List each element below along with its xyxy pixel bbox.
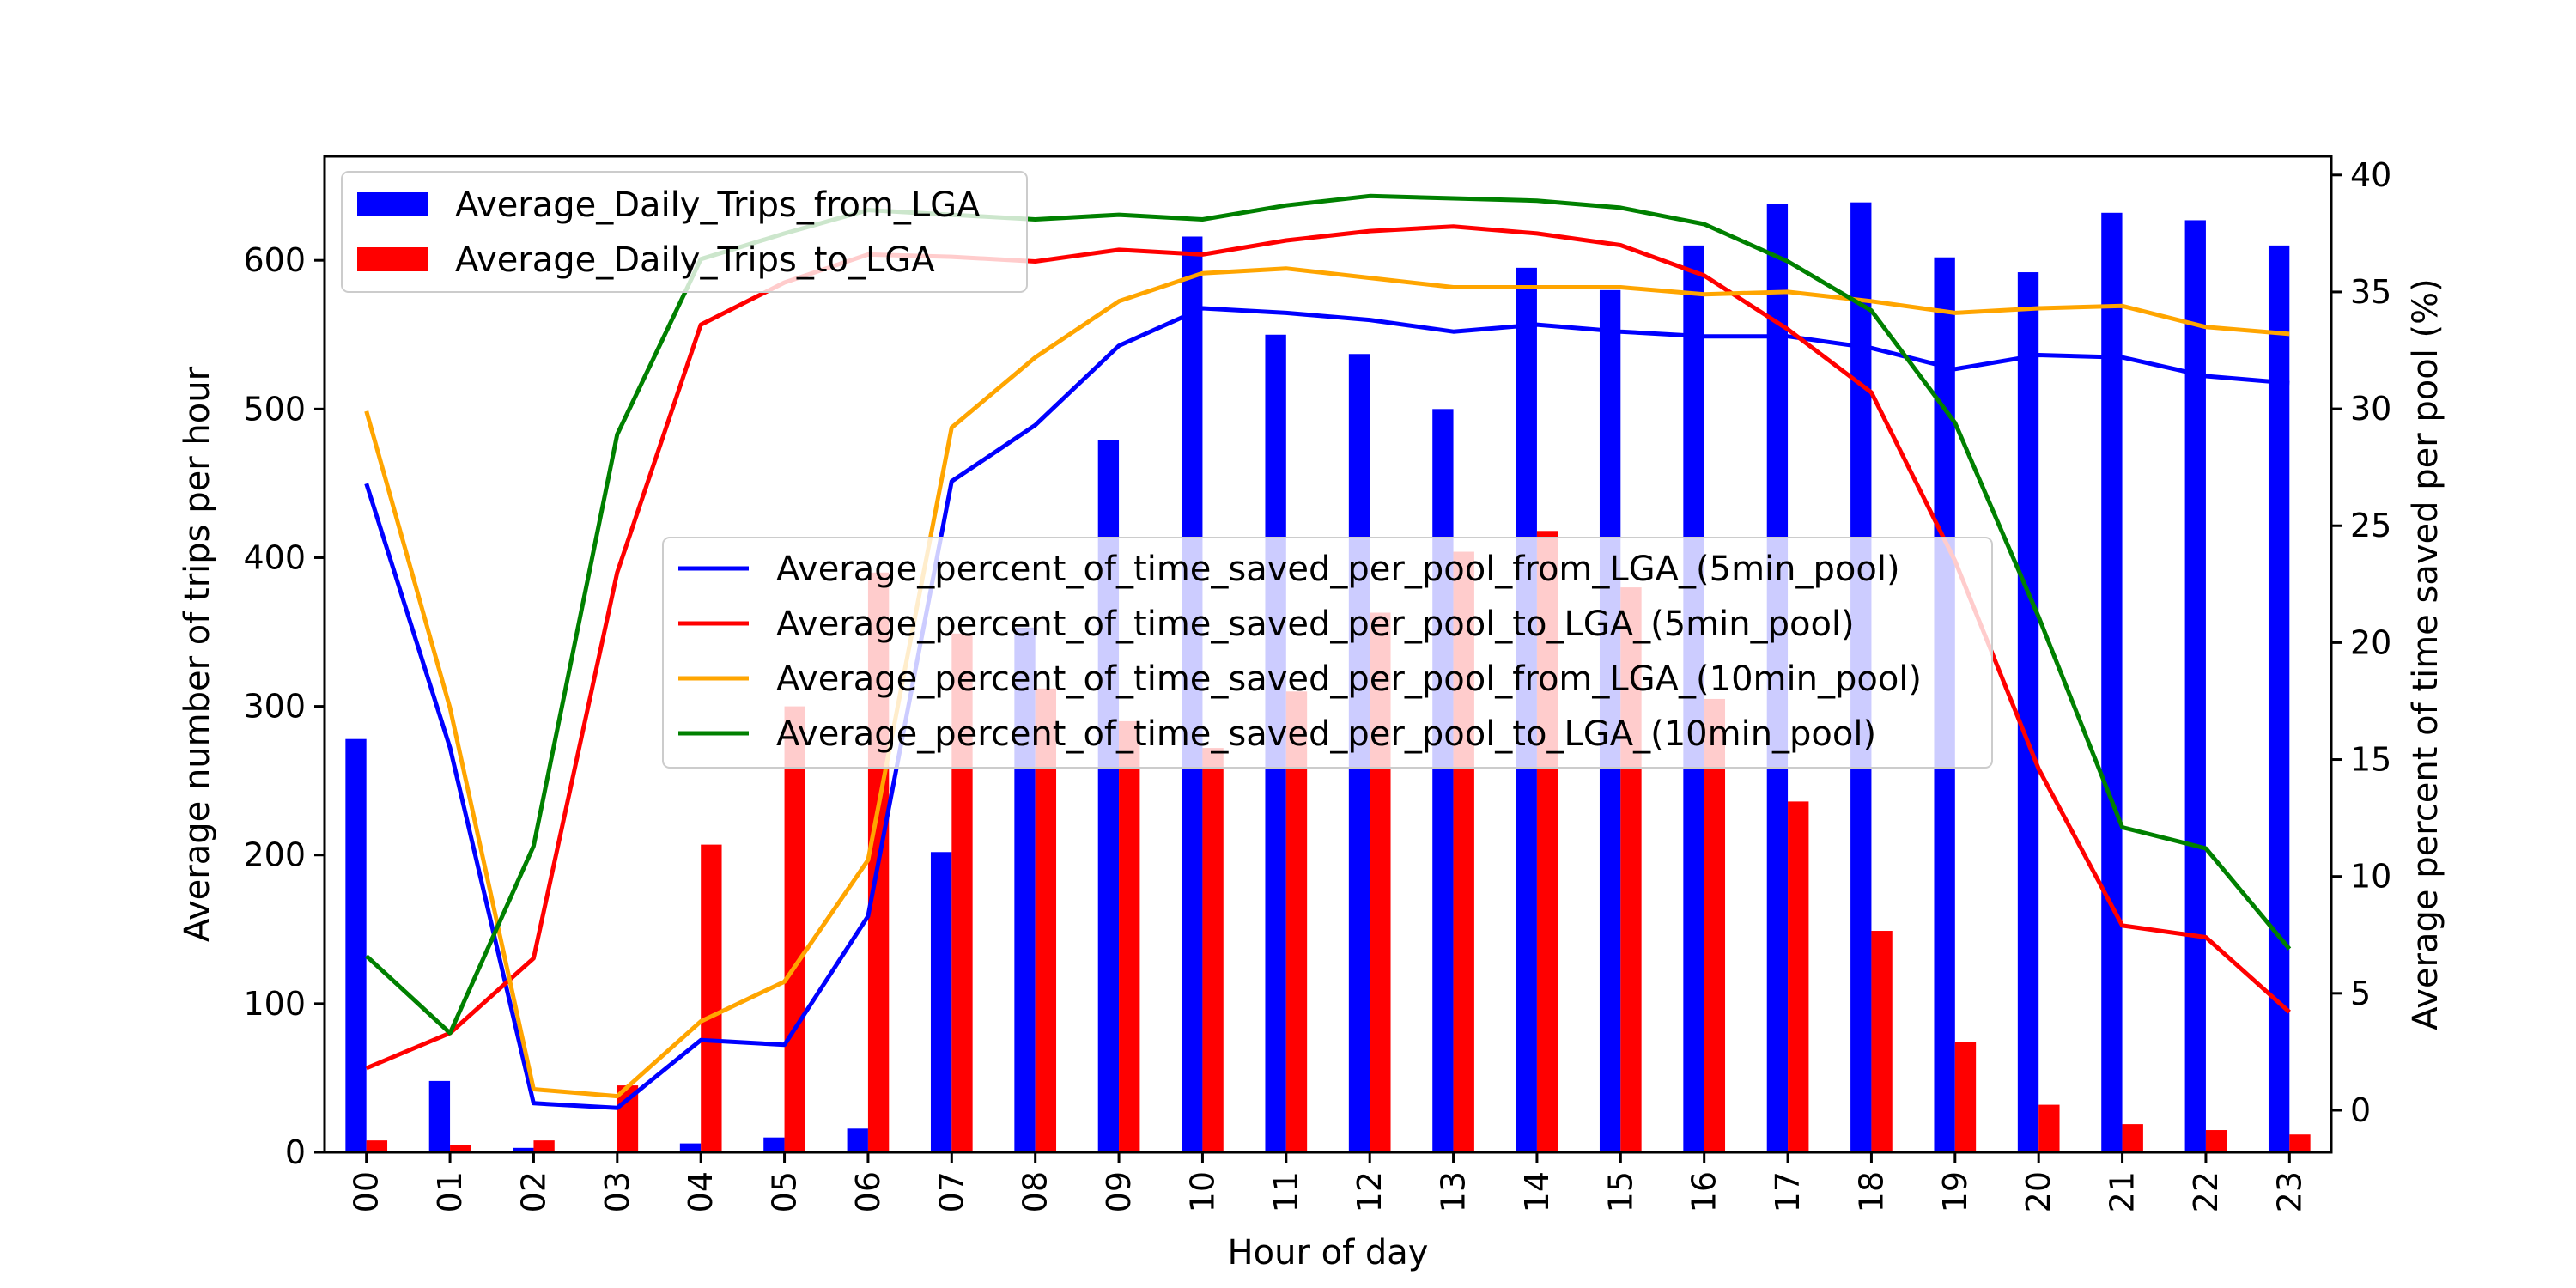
bar-from-lga-01 — [428, 1080, 451, 1152]
x-tick-label: 05 — [766, 1171, 804, 1212]
line-legend: Average_percent_of_time_saved_per_pool_f… — [662, 537, 1993, 769]
x-tick-label: 09 — [1100, 1171, 1138, 1212]
x-tick-label: 15 — [1601, 1171, 1639, 1212]
bar-to-lga-00 — [366, 1140, 388, 1152]
y2-tick-label: 35 — [2350, 273, 2391, 311]
line-series-3 — [364, 266, 2290, 1099]
bar-to-lga-16 — [1704, 698, 1726, 1152]
bar-from-lga-04 — [679, 1143, 702, 1152]
bar-to-lga-23 — [2289, 1134, 2311, 1152]
x-tick-label: 12 — [1351, 1171, 1388, 1212]
bar-from-lga-05 — [763, 1137, 785, 1152]
y2-tick-label: 40 — [2350, 156, 2391, 194]
x-tick-label: 06 — [849, 1171, 887, 1212]
y2-tick-label: 20 — [2350, 623, 2391, 661]
bar-to-lga-03 — [617, 1085, 639, 1152]
bar-to-lga-02 — [533, 1140, 555, 1152]
y2-tick-label: 10 — [2350, 858, 2391, 896]
x-tick-label: 02 — [514, 1171, 552, 1212]
legend-label: Average_Daily_Trips_from_LGA — [455, 185, 981, 225]
bar-from-lga-07 — [930, 852, 952, 1152]
bar-to-lga-18 — [1871, 931, 1893, 1152]
bar-to-lga-04 — [701, 844, 722, 1152]
x-tick-label: 21 — [2104, 1171, 2142, 1212]
x-tick-label: 00 — [348, 1171, 386, 1212]
bar-from-lga-21 — [2101, 212, 2123, 1153]
x-tick-label: 13 — [1435, 1171, 1473, 1212]
y2-tick-label: 15 — [2350, 741, 2391, 779]
y-tick-label: 500 — [243, 390, 306, 428]
bar-from-lga-20 — [2017, 272, 2039, 1152]
x-tick-label: 19 — [1936, 1171, 1974, 1212]
legend-swatch — [357, 192, 428, 216]
y-tick-label: 300 — [243, 688, 306, 726]
y-tick-label: 100 — [243, 985, 306, 1023]
bar-to-lga-05 — [784, 706, 805, 1152]
y-tick-label: 400 — [243, 538, 306, 576]
line-series-1 — [364, 306, 2290, 1110]
x-tick-label: 23 — [2270, 1171, 2308, 1212]
bar-to-lga-10 — [1202, 748, 1224, 1152]
bar-from-lga-00 — [345, 738, 367, 1152]
y2-tick-label: 0 — [2350, 1091, 2371, 1129]
x-tick-label: 04 — [682, 1171, 720, 1212]
legend-label: Average_percent_of_time_saved_per_pool_f… — [776, 550, 1900, 589]
legend-box — [341, 171, 1028, 293]
y-tick-label: 600 — [243, 241, 306, 279]
x-tick-label: 08 — [1017, 1171, 1054, 1212]
legend-label: Average_percent_of_time_saved_per_pool_t… — [776, 714, 1876, 754]
y2-tick-label: 25 — [2350, 507, 2391, 544]
bar-to-lga-09 — [1119, 720, 1140, 1152]
x-tick-label: 17 — [1769, 1171, 1807, 1212]
x-tick-label: 07 — [933, 1171, 970, 1212]
bar-from-lga-22 — [2184, 220, 2206, 1152]
y2-tick-label: 30 — [2350, 390, 2391, 428]
bar-from-lga-13 — [1432, 409, 1454, 1152]
x-axis-title: Hour of day — [1228, 1233, 1429, 1273]
x-tick-label: 03 — [598, 1171, 636, 1212]
legend-swatch — [357, 247, 428, 271]
y-axis-title: Average number of trips per hour — [178, 366, 217, 942]
x-tick-label: 01 — [431, 1171, 469, 1212]
bar-to-lga-01 — [450, 1145, 471, 1152]
bar-from-lga-06 — [847, 1128, 868, 1152]
y2-axis-title: Average percent of time saved per pool (… — [2406, 278, 2445, 1030]
bar-to-lga-22 — [2205, 1130, 2227, 1152]
bar-to-lga-17 — [1788, 801, 1809, 1152]
x-tick-label: 20 — [2020, 1171, 2057, 1212]
bar-to-lga-21 — [2122, 1124, 2143, 1152]
legend-label: Average_percent_of_time_saved_per_pool_f… — [776, 659, 1922, 699]
legend-label: Average_percent_of_time_saved_per_pool_t… — [776, 605, 1855, 644]
x-tick-label: 16 — [1686, 1171, 1723, 1212]
y-tick-label: 200 — [243, 836, 306, 874]
x-tick-label: 10 — [1183, 1171, 1221, 1212]
plot-frame — [323, 155, 2333, 1154]
x-tick-label: 18 — [1852, 1171, 1890, 1212]
x-tick-label: 14 — [1518, 1171, 1556, 1212]
y2-tick-label: 5 — [2350, 975, 2371, 1012]
x-tick-label: 22 — [2187, 1171, 2225, 1212]
bar-legend: Average_Daily_Trips_from_LGA Average_Dail… — [341, 171, 1028, 293]
x-tick-label: 11 — [1267, 1171, 1305, 1212]
y-tick-label: 0 — [285, 1133, 306, 1171]
bar-from-lga-02 — [513, 1147, 534, 1152]
legend-box — [662, 537, 1993, 769]
bar-to-lga-19 — [1954, 1042, 1977, 1152]
legend-label: Average_Daily_Trips_to_LGA — [455, 240, 935, 280]
bar-to-lga-20 — [2038, 1104, 2060, 1152]
